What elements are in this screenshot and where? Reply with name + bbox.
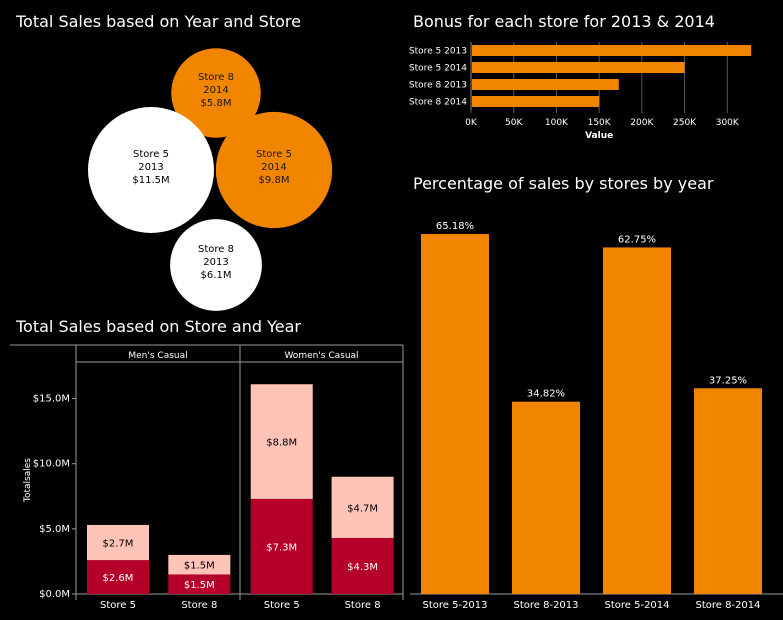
bubble-label: Store 8 — [198, 72, 234, 83]
category-label: Store 8-2014 — [695, 600, 760, 611]
tick-label: 200K — [630, 118, 654, 128]
bubble-label: Store 5 — [133, 149, 169, 160]
tick-label: $10.0M — [33, 459, 70, 470]
bubble-3 — [215, 111, 333, 229]
segment-label: $2.7M — [103, 539, 134, 550]
axis-title: Value — [585, 131, 613, 141]
stacked-bar-segment — [331, 476, 394, 538]
bonus-bar — [472, 96, 600, 107]
bubble-label: 2014 — [203, 85, 228, 96]
tick-label: $0.0M — [39, 589, 70, 600]
bubble-label: Store 5 — [256, 149, 292, 160]
category-label: Store 5 2014 — [409, 64, 467, 74]
bubble-1 — [171, 48, 261, 138]
stacked-bar-segment — [250, 498, 313, 594]
tick-label: $5.0M — [39, 524, 70, 535]
bubble-chart-title: Total Sales based on Year and Store — [16, 12, 301, 31]
category-label: Store 5-2014 — [604, 600, 669, 611]
data-label: 62.75% — [618, 234, 656, 245]
tick-label: 300K — [716, 118, 740, 128]
stacked-bar-segment — [168, 574, 231, 594]
bonus-bar — [472, 45, 752, 56]
bubble-label: Store 8 — [198, 244, 234, 255]
percent-bar — [421, 234, 489, 594]
data-label: 37.25% — [709, 375, 747, 386]
segment-label: $1.5M — [184, 580, 215, 591]
bonus-chart-title: Bonus for each store for 2013 & 2014 — [413, 12, 715, 31]
category-label: Store 5 2013 — [409, 47, 467, 57]
stacked-bar-segment — [86, 560, 149, 594]
bonus-bar — [472, 62, 685, 73]
segment-label: $1.5M — [184, 561, 215, 572]
percent-bar — [603, 247, 671, 594]
category-label: Store 8 — [181, 600, 217, 611]
category-label: Store 5 — [100, 600, 136, 611]
bubble-label: $6.1M — [201, 270, 232, 281]
bubble-label: 2013 — [138, 162, 163, 173]
segment-label: $2.6M — [103, 573, 134, 584]
stacked-bar-segment — [331, 537, 394, 594]
tick-label: 50K — [505, 118, 523, 128]
tick-label: 150K — [588, 118, 612, 128]
category-label: Store 5-2013 — [422, 600, 487, 611]
stacked-chart-title: Total Sales based on Store and Year — [16, 317, 301, 336]
percent-bar — [512, 401, 580, 594]
tick-label: 250K — [673, 118, 697, 128]
y-axis-title: Totalsales — [23, 458, 33, 503]
percent-bar — [694, 388, 762, 594]
data-label: 34.82% — [527, 389, 565, 400]
segment-label: $7.3M — [266, 542, 297, 553]
category-label: Store 5 — [264, 600, 300, 611]
stacked-bar-segment — [86, 524, 149, 561]
category-label: Store 8 — [345, 600, 381, 611]
percent-chart-title: Percentage of sales by stores by year — [413, 174, 714, 193]
segment-label: $4.7M — [347, 503, 378, 514]
bubble-label: 2014 — [261, 162, 286, 173]
category-label: Store 8 2014 — [409, 98, 467, 108]
tick-label: $15.0M — [33, 394, 70, 405]
tick-label: 0K — [465, 118, 478, 128]
segment-label: $8.8M — [266, 438, 297, 449]
panel-header: Women's Casual — [284, 351, 358, 361]
category-label: Store 8-2013 — [513, 600, 578, 611]
bubble-2 — [88, 107, 214, 233]
bubble-4 — [170, 219, 262, 311]
segment-label: $4.3M — [347, 562, 378, 573]
tick-label: 100K — [545, 118, 569, 128]
data-label: 65.18% — [436, 221, 474, 232]
stacked-bar-segment — [250, 384, 313, 499]
bubble-label: $11.5M — [132, 175, 169, 186]
bubble-label: $9.8M — [259, 175, 290, 186]
bubble-label: $5.8M — [201, 98, 232, 109]
category-label: Store 8 2013 — [409, 81, 467, 91]
bonus-bar — [472, 79, 619, 90]
stacked-bar-segment — [168, 554, 231, 575]
bubble-label: 2013 — [203, 257, 228, 268]
panel-header: Men's Casual — [128, 351, 187, 361]
